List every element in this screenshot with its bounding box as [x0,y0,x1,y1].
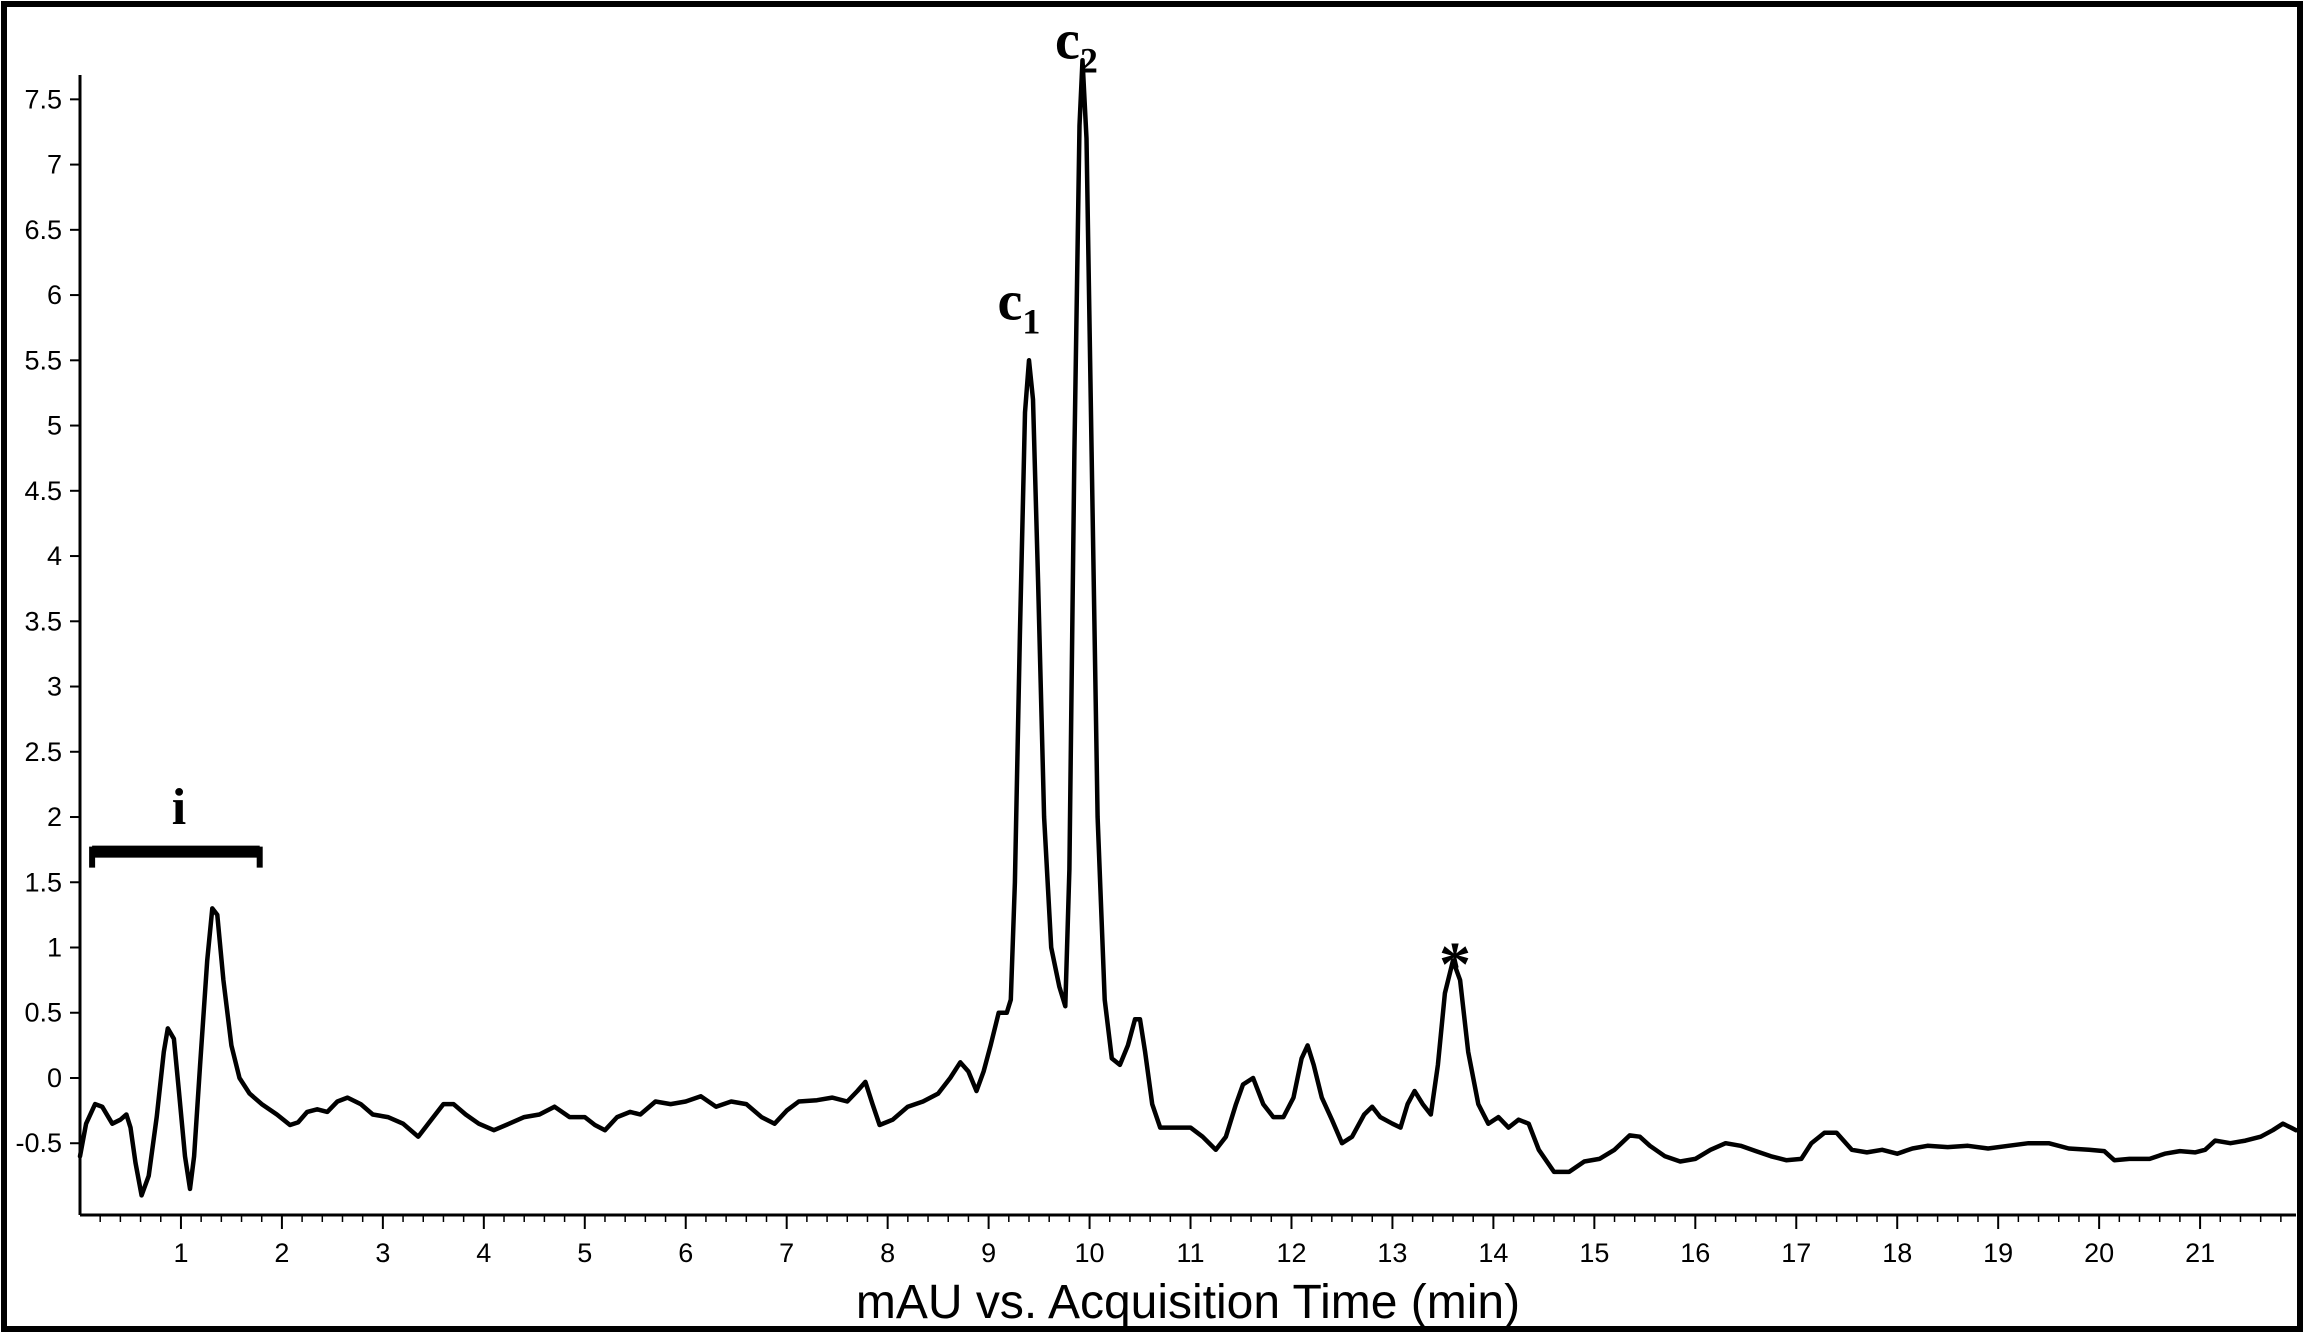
annotation-c2: c2 [1055,10,1098,81]
annotation-asterisk: * [1439,929,1471,1000]
y-axis: -0.5 0 0.5 1 1.5 2 2.5 3 3.5 4 4.5 5 5.5 6 6.5 7 7.5 [15,75,82,1215]
y-tick-label: 2.5 [24,737,62,767]
y-tick-label: 5 [47,411,62,441]
y-tick-label: 6 [47,280,62,310]
annotation-i: i [172,779,186,836]
y-tick-label: 6.5 [24,215,62,245]
x-tick-label: 13 [1377,1238,1407,1268]
y-tick-label: 3.5 [24,606,62,636]
x-tick-label: 12 [1276,1238,1306,1268]
series-line-chromatogram [77,57,2299,1198]
y-tick-label: 4 [47,541,62,571]
x-axis-title: mAU vs. Acquisition Time (min) [856,1276,1520,1329]
x-tick-label: 1 [173,1238,188,1268]
x-tick-label: 15 [1579,1238,1609,1268]
x-tick-label: 4 [476,1238,491,1268]
y-tick-label: 1.5 [24,867,62,897]
y-tick-label: 7.5 [24,84,62,114]
annotation-subscript: 1 [1022,302,1040,342]
y-tick-label: 0 [47,1063,62,1093]
x-tick-label: 2 [274,1238,289,1268]
y-tick-label: 5.5 [24,345,62,375]
x-tick-label: 10 [1075,1238,1105,1268]
annotation-c1: c1 [997,271,1040,342]
x-tick-label: 19 [1983,1238,2013,1268]
annotation-subscript: 2 [1080,41,1098,81]
y-tick-label: 3 [47,672,62,702]
y-tick-label: 4.5 [24,476,62,506]
x-tick-label: 7 [779,1238,794,1268]
x-tick-label: 6 [678,1238,693,1268]
y-tick-label: 2 [47,802,62,832]
y-tick-label: 1 [47,933,62,963]
x-tick-label: 18 [1882,1238,1912,1268]
x-tick-label: 9 [981,1238,996,1268]
y-tick-label: 0.5 [24,998,62,1028]
x-tick-label: 14 [1478,1238,1508,1268]
x-tick-label: 11 [1177,1238,1205,1268]
x-tick-label: 21 [2185,1238,2215,1268]
x-tick-label: 8 [880,1238,895,1268]
y-tick-label: -0.5 [15,1128,62,1158]
x-tick-label: 5 [577,1238,592,1268]
x-tick-label: 16 [1680,1238,1710,1268]
x-tick-label: 20 [2084,1238,2114,1268]
x-axis: 1 2 3 4 5 6 7 8 9 10 11 12 13 14 15 16 17 18 19 20 21 [80,1213,2296,1268]
x-tick-label: 3 [375,1238,390,1268]
peak-annotations: i c1 c2 * [89,10,1471,1000]
x-tick-label: 17 [1781,1238,1811,1268]
bracket-bar [92,845,260,858]
y-tick-label: 7 [47,150,62,180]
